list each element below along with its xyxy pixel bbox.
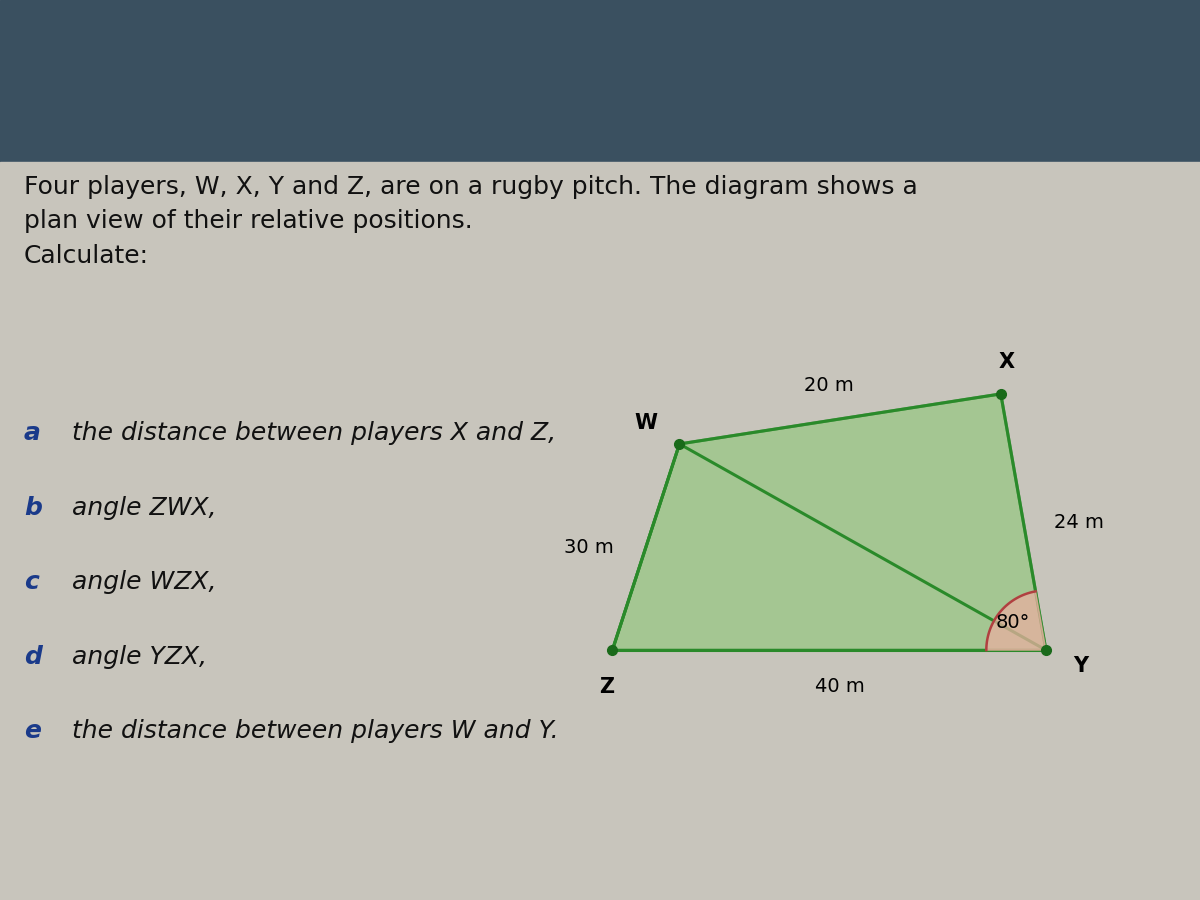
Bar	[0, 162, 1200, 900]
Text: X: X	[998, 352, 1014, 373]
Text: a: a	[24, 421, 41, 446]
Text: 24 m: 24 m	[1054, 512, 1104, 532]
Text: angle ZWX,: angle ZWX,	[72, 496, 216, 519]
Polygon shape	[612, 394, 1046, 650]
Text: W: W	[635, 413, 658, 433]
Polygon shape	[986, 591, 1046, 650]
Text: Y: Y	[1073, 655, 1088, 676]
Text: b: b	[24, 496, 42, 519]
Text: Four players, W, X, Y and Z, are on a rugby pitch. The diagram shows a
plan view: Four players, W, X, Y and Z, are on a ru…	[24, 175, 918, 268]
Text: c: c	[24, 571, 38, 594]
Text: Z: Z	[600, 677, 614, 698]
Bar	[0, 0, 1200, 162]
Text: 80°: 80°	[996, 613, 1030, 632]
Text: angle WZX,: angle WZX,	[72, 571, 216, 594]
Text: 30 m: 30 m	[564, 537, 613, 556]
Text: d: d	[24, 644, 42, 669]
Text: the distance between players W and Y.: the distance between players W and Y.	[72, 719, 559, 743]
Text: 20 m: 20 m	[804, 376, 854, 395]
Text: angle YZX,: angle YZX,	[72, 644, 208, 669]
Text: e: e	[24, 719, 41, 743]
Text: 40 m: 40 m	[815, 677, 865, 697]
Text: the distance between players X and Z,: the distance between players X and Z,	[72, 421, 556, 446]
